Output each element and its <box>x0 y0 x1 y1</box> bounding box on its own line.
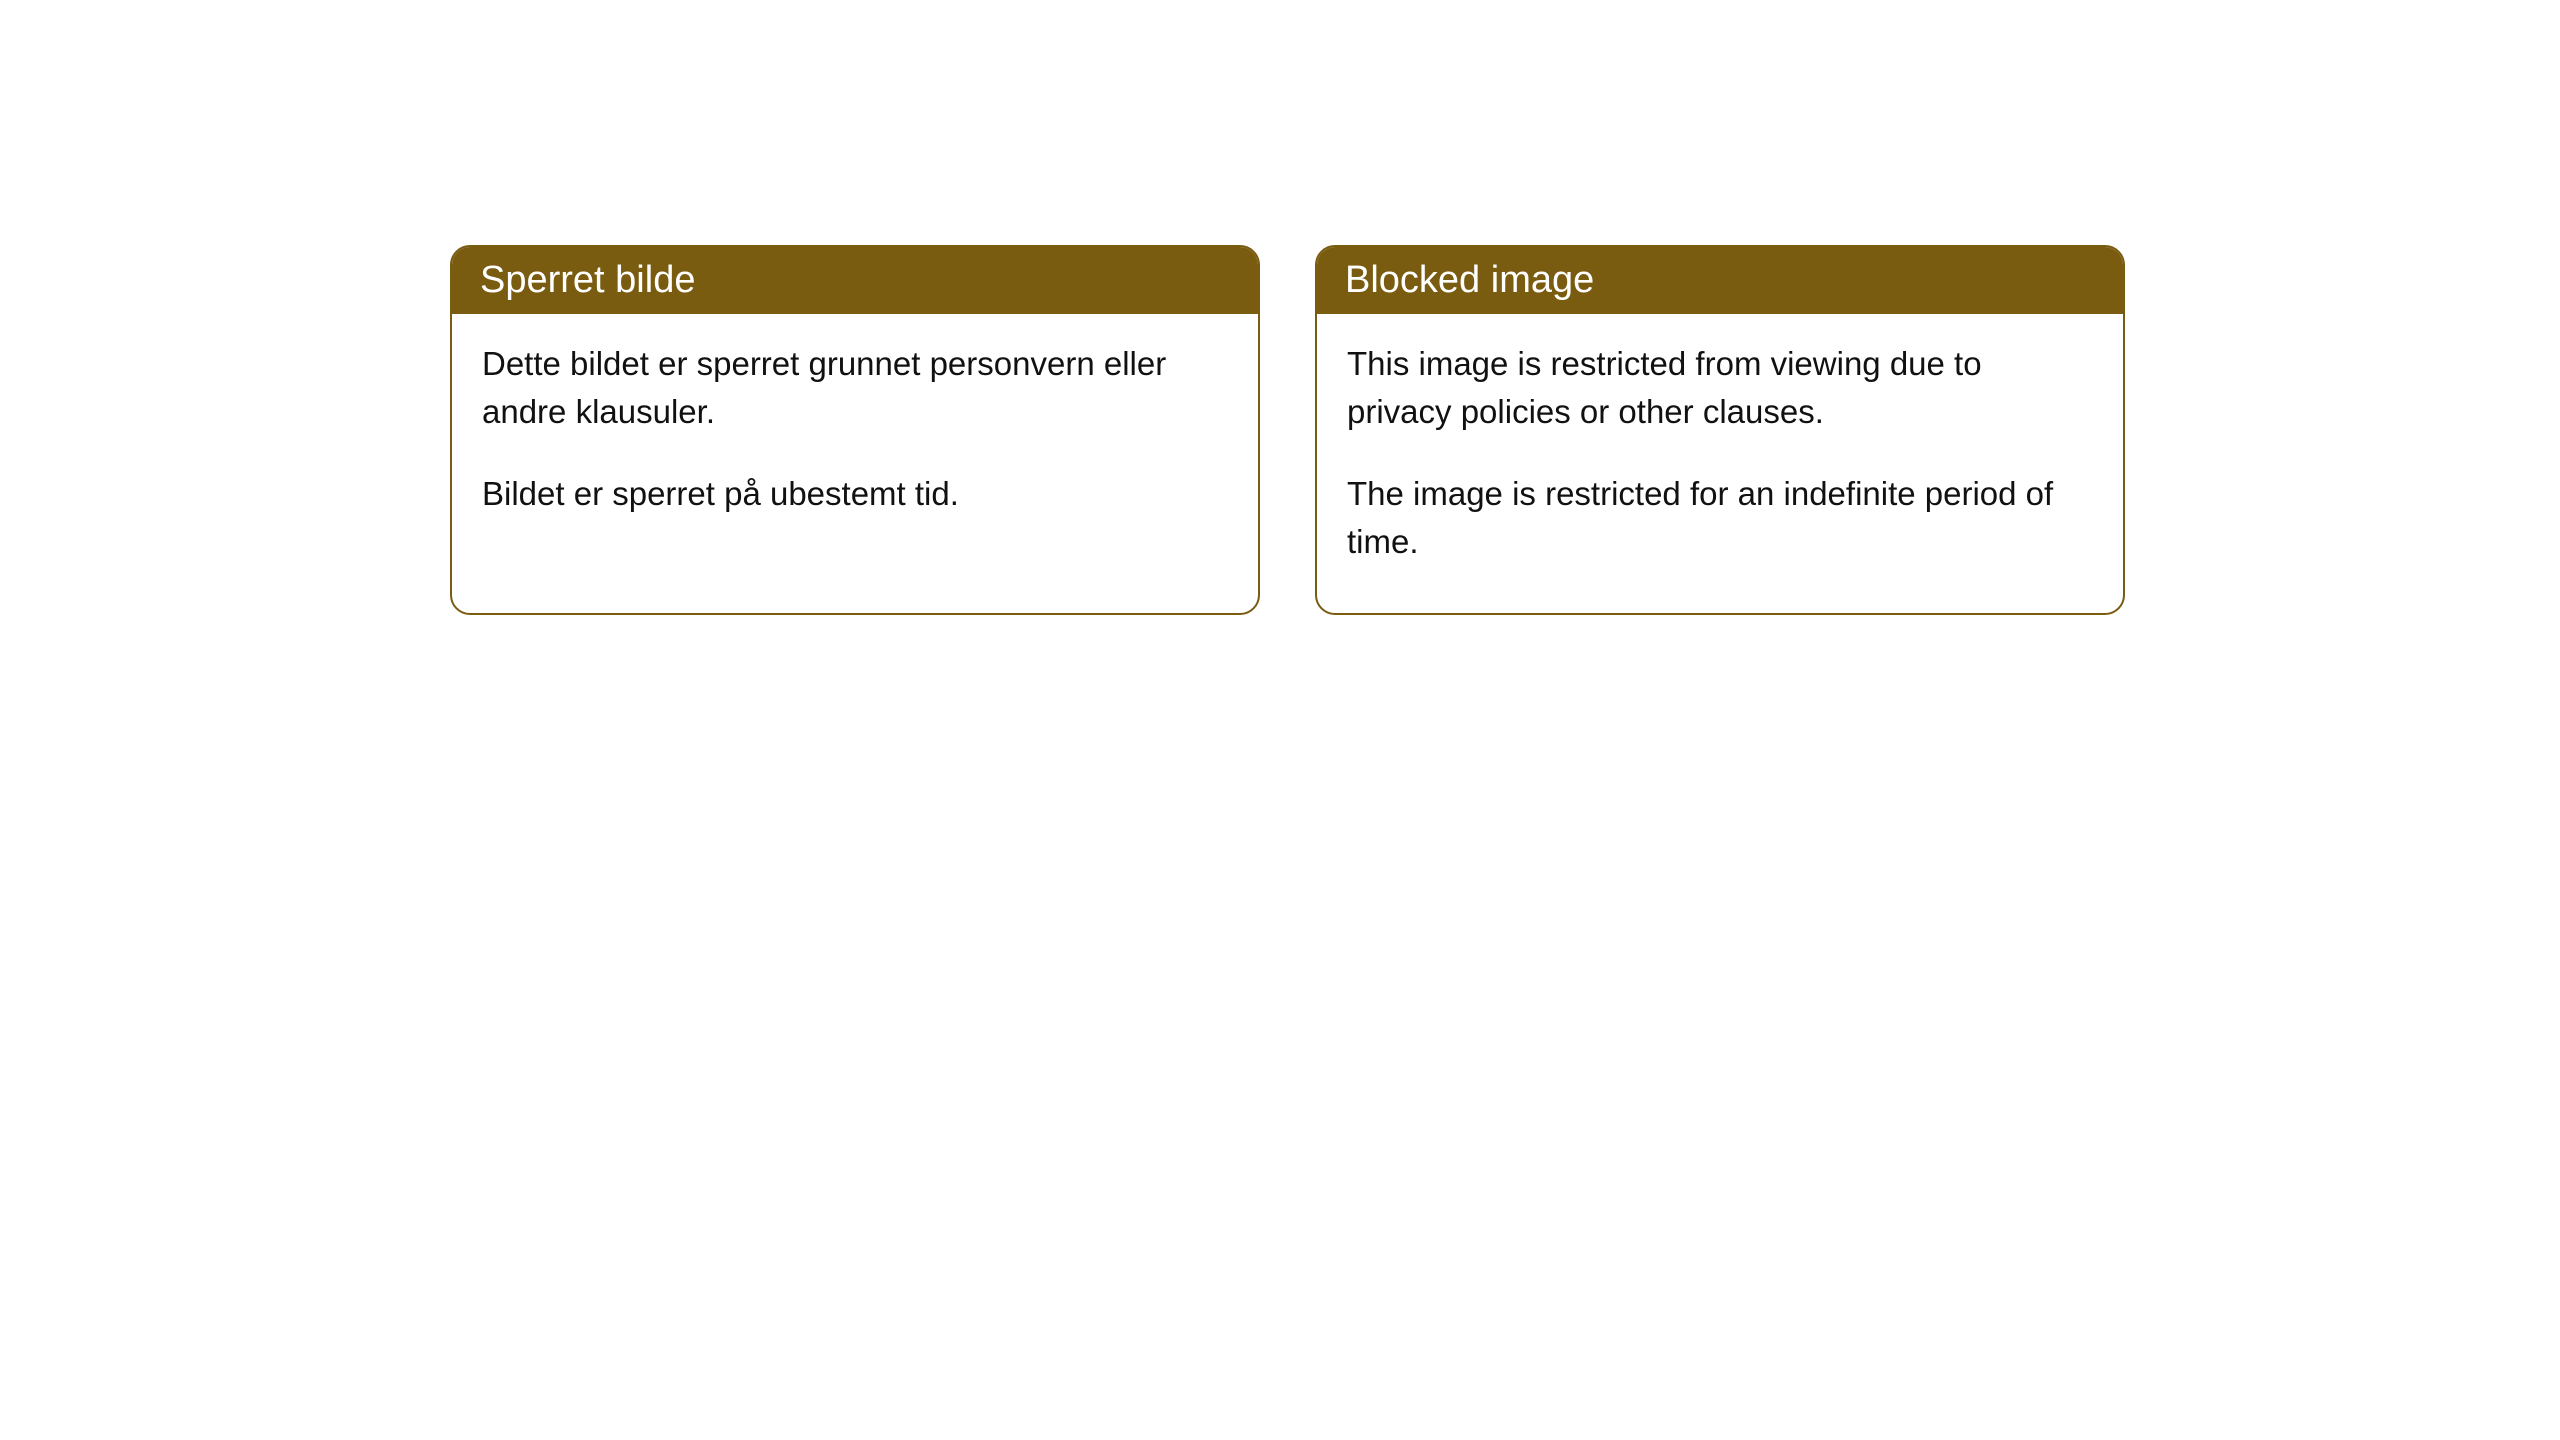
card-body: Dette bildet er sperret grunnet personve… <box>452 314 1258 566</box>
card-body: This image is restricted from viewing du… <box>1317 314 2123 613</box>
card-paragraph-2: Bildet er sperret på ubestemt tid. <box>482 470 1228 518</box>
blocked-image-card-norwegian: Sperret bilde Dette bildet er sperret gr… <box>450 245 1260 615</box>
card-paragraph-1: This image is restricted from viewing du… <box>1347 340 2093 436</box>
card-header: Sperret bilde <box>452 247 1258 314</box>
blocked-image-cards: Sperret bilde Dette bildet er sperret gr… <box>450 245 2560 615</box>
card-paragraph-2: The image is restricted for an indefinit… <box>1347 470 2093 566</box>
card-title: Blocked image <box>1345 259 1594 301</box>
card-paragraph-1: Dette bildet er sperret grunnet personve… <box>482 340 1228 436</box>
card-header: Blocked image <box>1317 247 2123 314</box>
blocked-image-card-english: Blocked image This image is restricted f… <box>1315 245 2125 615</box>
card-title: Sperret bilde <box>480 259 695 301</box>
